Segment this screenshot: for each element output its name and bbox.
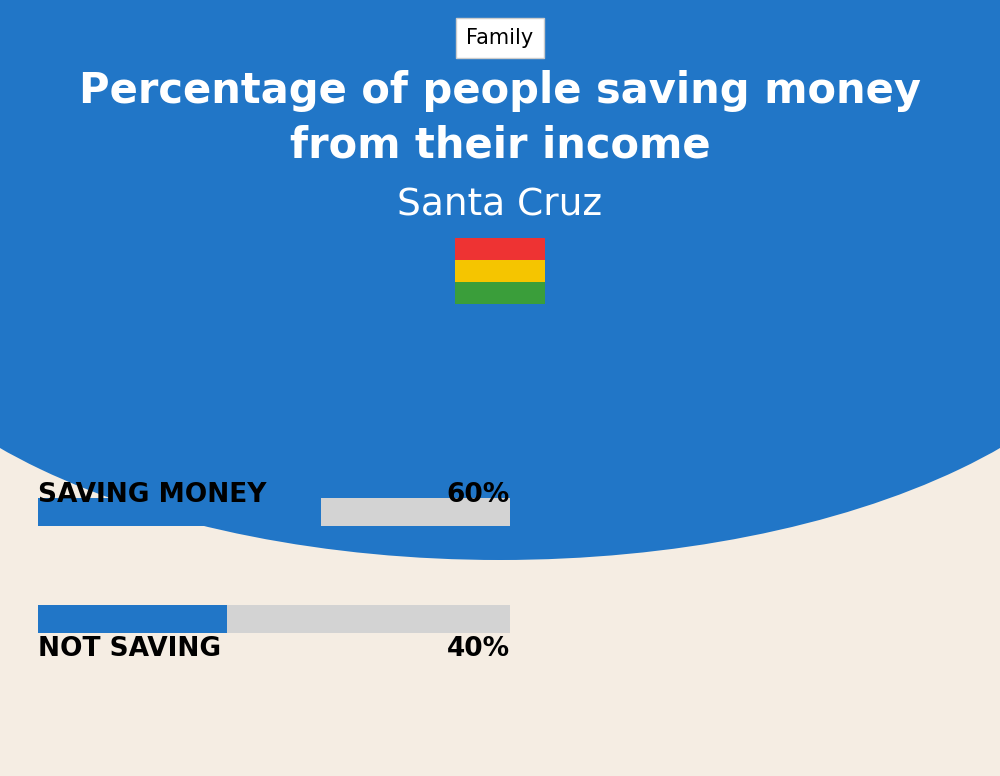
Ellipse shape [0, 0, 1000, 560]
Text: SAVING MONEY: SAVING MONEY [38, 482, 266, 508]
Bar [455, 260, 545, 282]
Text: Percentage of people saving money: Percentage of people saving money [79, 70, 921, 112]
Bar [455, 282, 545, 304]
Text: NOT SAVING: NOT SAVING [38, 636, 221, 662]
Text: 40%: 40% [447, 636, 510, 662]
Bar [0, 0, 1000, 310]
Bar [38, 605, 227, 633]
Bar [38, 605, 510, 633]
Bar [455, 238, 545, 260]
Bar [38, 498, 510, 526]
Text: Santa Cruz: Santa Cruz [397, 188, 603, 224]
Text: from their income: from their income [290, 125, 710, 167]
Text: Family: Family [466, 28, 534, 48]
Text: 60%: 60% [447, 482, 510, 508]
Bar [38, 498, 321, 526]
